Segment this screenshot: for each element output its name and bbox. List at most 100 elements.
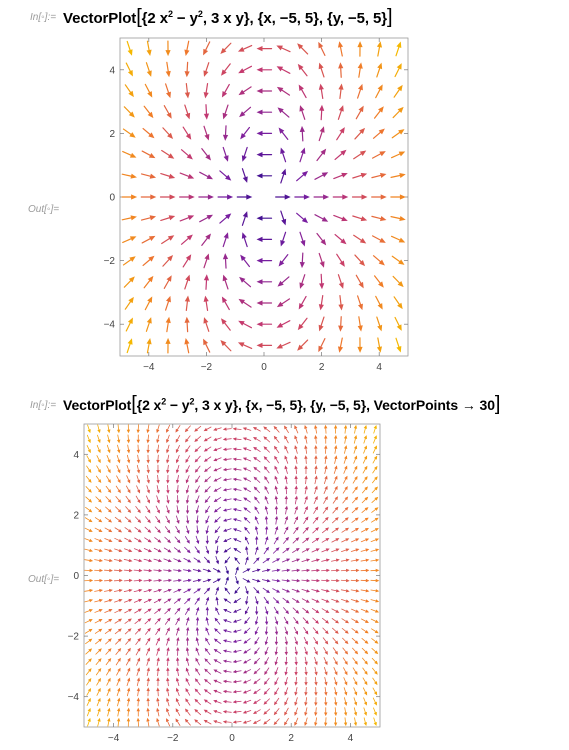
vector-arrow [193,588,201,594]
vector-arrow [324,707,328,717]
vector-arrow [222,232,229,248]
vector-arrow [213,689,222,694]
vector-arrow [337,41,344,57]
vector-arrow [84,578,94,583]
vector-arrow [311,537,320,543]
vector-arrow [280,147,287,163]
vector-arrow [224,587,231,595]
vector-arrow [222,689,232,694]
vector-arrow [242,477,252,482]
vector-arrow [301,578,311,583]
vector-arrow [182,126,192,140]
vector-arrow [390,215,406,222]
vector-arrow [205,525,209,535]
vector-arrow [303,506,308,515]
vector-arrow [297,317,308,331]
vector-arrow [237,342,253,350]
vector-arrow [104,628,113,634]
y-tick-label: −4 [68,692,80,703]
vector-arrow [214,516,221,523]
vector-arrow [297,339,309,351]
vector-arrow [283,616,289,625]
vector-arrow [222,629,232,633]
vector-arrow [263,688,270,695]
vector-arrow [299,231,306,247]
vector-arrow [184,316,190,333]
vector-arrow [184,61,190,78]
vector-arrow [291,578,301,583]
vector-arrow [333,717,338,727]
vector-arrow [113,558,123,563]
vector-arrow [84,558,94,563]
vector-arrow [324,697,328,706]
vector-arrow [332,506,339,514]
vector-arrow [166,697,170,707]
vector-arrow [222,488,232,492]
vector-arrow [184,425,191,433]
vector-arrow [225,576,229,585]
vector-arrow [318,338,326,353]
vector-arrow [331,589,340,593]
vector-arrow [133,568,143,573]
vector-arrow [233,598,241,604]
vector-arrow [106,444,111,454]
vector-arrow [232,518,242,522]
vector-arrow [135,495,141,504]
vector-arrow [124,608,133,614]
vector-arrow [333,465,338,474]
vector-arrow [215,586,220,596]
y-tick-label: 2 [109,129,115,140]
vector-arrow [331,548,340,553]
vector-arrow [318,294,324,311]
vector-arrow [156,647,160,656]
vector-arrow [235,566,239,575]
vector-arrow [185,647,190,656]
vector-arrow [160,215,176,221]
vector-arrow [372,445,377,454]
input-code[interactable]: VectorPlot[{2 x2 − y2, 3 x y}, {x, −5, 5… [63,393,501,415]
vector-arrow [304,697,308,706]
vector-arrow [105,638,112,645]
input-code[interactable]: VectorPlot[{2 x2 − y2, 3 x y}, {x, −5, 5… [63,6,393,28]
vector-arrow [304,707,308,716]
vector-arrow [94,527,103,533]
vector-arrow [352,172,368,179]
vector-arrow [195,657,200,666]
vector-arrow [264,525,269,535]
vector-arrow [213,568,221,573]
vector-arrow [351,637,359,644]
vector-arrow [140,194,157,200]
vector-arrow [233,538,242,543]
vector-arrow [156,687,160,697]
vector-arrow [333,677,338,686]
vector-arrow [124,618,132,624]
vector-arrow [323,485,328,494]
vector-arrow [370,589,380,593]
vector-arrow [135,637,141,645]
vector-arrow [232,690,242,694]
vector-arrow [126,40,133,56]
vector-arrow [256,236,273,242]
vector-arrow [174,607,181,615]
vector-arrow [166,474,170,484]
vector-arrow [274,626,279,636]
vector-arrow [370,608,380,613]
vector-arrow [115,506,122,513]
vector-arrow [321,548,330,553]
vector-arrow [362,687,368,696]
vector-arrow [183,588,192,594]
vector-arrow [136,454,141,464]
vector-arrow [253,709,261,715]
vector-arrow [114,609,123,614]
vector-arrow [203,436,212,442]
vector-arrow [222,649,232,653]
vector-arrow [105,506,112,513]
vector-arrow [126,434,131,444]
vector-arrow [222,710,232,714]
vector-arrow [222,146,229,162]
vector-arrow [342,647,349,655]
vector-arrow [215,535,220,544]
vector-arrow [292,598,300,603]
vector-arrow [163,547,172,553]
vector-arrow [243,638,251,644]
